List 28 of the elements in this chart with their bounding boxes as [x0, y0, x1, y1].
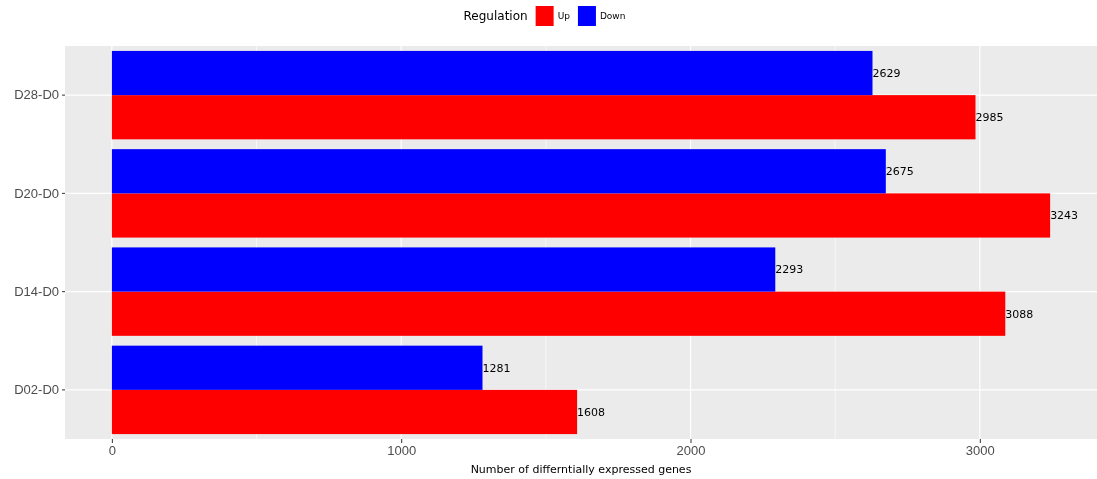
bar	[111, 247, 776, 292]
legend-title: Regulation	[463, 9, 528, 24]
legend-label: Up	[557, 11, 571, 22]
data-label: 1281	[482, 361, 511, 375]
x-tick-label: 3000	[965, 443, 995, 459]
x-tick-label: 1000	[387, 443, 417, 459]
data-label: 2985	[975, 111, 1004, 125]
y-tick-label: D20-D0	[14, 185, 59, 201]
y-tick-label: D28-D0	[14, 87, 59, 103]
bar	[111, 389, 578, 435]
bar	[111, 193, 1051, 238]
bar	[111, 291, 1006, 336]
x-tick-label: 2000	[676, 443, 706, 459]
data-label: 3088	[1005, 307, 1034, 321]
data-label: 2675	[885, 165, 914, 179]
x-axis-title: Number of differntially expressed genes	[470, 463, 692, 476]
bar	[111, 149, 886, 194]
data-label: 3243	[1050, 209, 1079, 223]
y-tick-label: D02-D0	[14, 382, 59, 398]
x-tick-label: 0	[108, 443, 116, 459]
data-label: 2629	[872, 66, 901, 80]
bar	[111, 345, 483, 390]
bar	[111, 50, 873, 96]
y-tick-label: D14-D0	[14, 283, 59, 299]
bar	[111, 95, 976, 140]
legend-label: Down	[599, 11, 626, 22]
data-label: 2293	[775, 263, 804, 277]
data-label: 1608	[577, 405, 606, 419]
